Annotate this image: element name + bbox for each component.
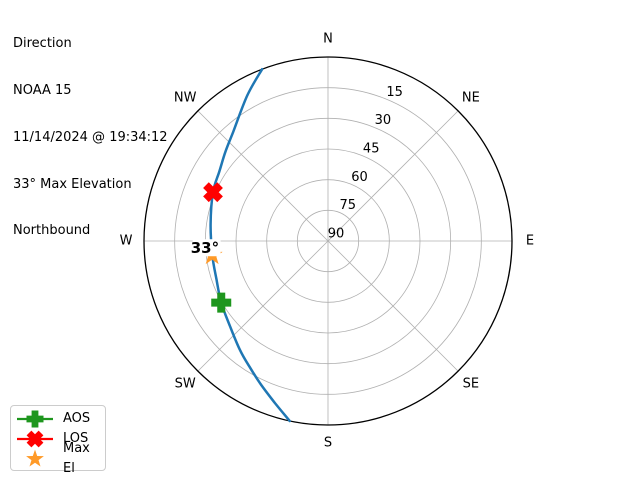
compass-label-ne: NE [462,91,480,106]
compass-direction-labels: N NE E SE S SW W NW [120,32,535,451]
grid-spoke-315 [197,110,329,242]
legend-item-aos: AOS [14,409,105,429]
compass-label-n: N [323,32,333,47]
elevation-tick-labels: 15 30 45 60 75 90 [328,85,403,242]
legend-marker-aos [26,410,44,428]
aos-marker [211,292,232,313]
elevation-tick-label-15: 15 [386,85,403,100]
satellite-name: NOAA 15 [13,82,72,98]
grid-spoke-45 [327,110,459,242]
annotation-text: 33° [191,239,219,257]
grid-spoke-225 [197,240,329,372]
elevation-tick-label-75: 75 [339,198,356,213]
legend-item-maxel: Max El [14,441,105,476]
legend-item-los: LOS [14,429,105,449]
satellite-track-line [209,67,291,423]
grid-spoke-135 [327,240,459,372]
legend-label-los: LOS [63,431,89,446]
compass-label-s: S [324,436,332,451]
los-marker [203,182,223,203]
max-el-star-icon [26,449,44,467]
chart-header: Direction NOAA 15 11/14/2024 @ 19:34:12 … [13,5,168,270]
legend-marker-max-el [26,449,44,467]
elevation-tick-label-30: 30 [375,113,392,128]
chart-title: Direction [13,36,72,52]
aos-plus-icon [17,410,53,428]
elevation-tick-label-60: 60 [351,170,368,185]
compass-label-nw: NW [174,91,197,106]
los-x-icon [17,430,53,448]
elevation-tick-label-45: 45 [363,142,380,157]
compass-label-sw: SW [175,376,196,391]
azimuth-grid-spokes [144,57,512,425]
horizon-outline-circle [143,56,513,426]
compass-label-e: E [526,234,534,249]
max-elevation-annotation: 33° [191,239,221,257]
compass-label-se: SE [463,376,479,391]
pass-datetime: 11/14/2024 @ 19:34:12 [13,129,168,145]
compass-label-w: W [120,234,133,249]
elevation-tick-label-90: 90 [328,227,345,242]
max-elevation-text: 33° Max Elevation [13,176,132,192]
legend-label-aos: AOS [63,411,91,426]
legend-label-maxel: Max El [63,441,90,476]
legend: AOS LOS Max El [10,405,106,476]
pass-direction: Northbound [13,223,91,239]
annotation-bbox [192,239,221,257]
legend-marker-los [26,430,44,448]
